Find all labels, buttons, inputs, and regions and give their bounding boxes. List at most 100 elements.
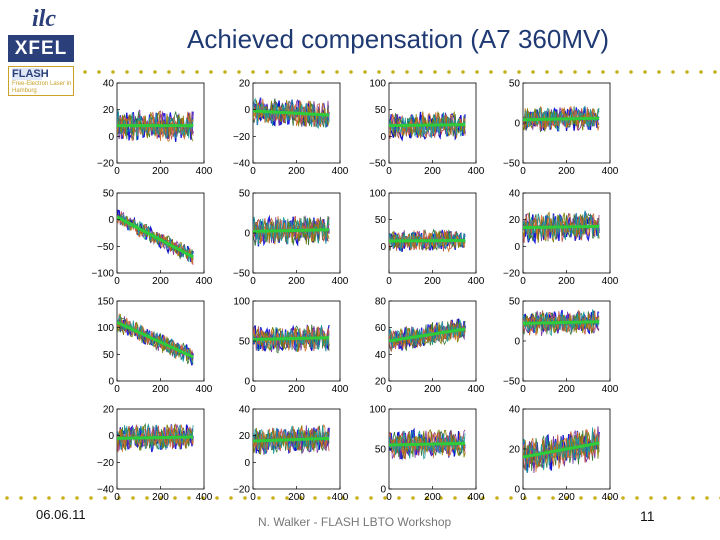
y-tick-label: 0 [108, 431, 114, 442]
x-tick-label: 0 [520, 384, 526, 395]
x-tick-label: 400 [332, 384, 349, 395]
fit-line [389, 441, 466, 447]
y-tick-label: 0 [108, 215, 114, 226]
trace-8 [253, 97, 330, 130]
y-tick-label: 50 [375, 215, 387, 226]
x-tick-label: 200 [152, 276, 169, 287]
x-tick-label: 0 [114, 276, 120, 287]
x-tick-label: 0 [250, 276, 256, 287]
trace-8 [117, 423, 194, 451]
x-tick-label: 200 [424, 166, 441, 177]
fit-line [253, 436, 330, 443]
fit-line [253, 336, 330, 341]
y-tick-label: 40 [509, 405, 521, 416]
x-tick-label: 400 [468, 492, 485, 503]
y-tick-label: −50 [369, 159, 386, 170]
y-tick-label: 0 [244, 229, 250, 240]
x-tick-label: 0 [520, 166, 526, 177]
x-tick-label: 0 [386, 384, 392, 395]
y-tick-label: 20 [239, 79, 251, 90]
trace-8 [117, 109, 194, 141]
x-tick-label: 200 [288, 384, 305, 395]
y-tick-label: −50 [233, 269, 250, 280]
x-tick-label: 400 [602, 492, 619, 503]
subplot-11: 20 40 60 80 0 200 400 [375, 297, 485, 396]
x-tick-label: 200 [558, 166, 575, 177]
trace-8 [523, 427, 600, 473]
x-tick-label: 0 [114, 166, 120, 177]
fit-line [117, 320, 194, 359]
x-tick-label: 200 [424, 384, 441, 395]
flash-logo-name: FLASH [12, 68, 49, 80]
fit-line [389, 327, 466, 343]
x-tick-label: 200 [152, 492, 169, 503]
fit-line [117, 215, 194, 259]
slide-title: Achieved compensation (A7 360MV) [186, 24, 609, 54]
y-tick-label: 40 [375, 350, 387, 361]
y-tick-label: −50 [97, 242, 114, 253]
y-tick-label: 0 [108, 132, 114, 143]
x-tick-label: 400 [602, 384, 619, 395]
y-tick-label: 20 [509, 215, 521, 226]
slide-footer: N. Walker - FLASH LBTO Workshop [258, 515, 452, 529]
slide-date: 06.06.11 [36, 507, 86, 522]
y-tick-label: 0 [514, 485, 520, 496]
y-tick-label: 20 [103, 105, 115, 116]
x-tick-label: 200 [152, 166, 169, 177]
x-tick-label: 200 [424, 492, 441, 503]
fit-line [253, 228, 330, 233]
x-tick-label: 400 [468, 276, 485, 287]
y-tick-label: 50 [103, 189, 115, 200]
x-tick-label: 0 [520, 276, 526, 287]
fit-line [523, 116, 600, 122]
y-tick-label: 100 [369, 405, 386, 416]
trace-6 [117, 111, 194, 142]
y-tick-label: 0 [380, 485, 386, 496]
y-tick-label: −20 [233, 132, 250, 143]
flash-logo: FLASH Free-Electron Laser in Hamburg [8, 66, 74, 96]
page-number: 11 [640, 508, 655, 524]
y-tick-label: −40 [233, 159, 250, 170]
x-tick-label: 400 [196, 384, 213, 395]
y-tick-label: −40 [97, 485, 114, 496]
y-tick-label: 50 [509, 79, 521, 90]
x-tick-label: 400 [332, 166, 349, 177]
x-tick-label: 0 [386, 276, 392, 287]
subplot-7: 0 50 100 0 200 400 [369, 189, 484, 288]
x-tick-label: 200 [558, 492, 575, 503]
y-tick-label: 50 [239, 189, 251, 200]
y-tick-label: −50 [503, 377, 520, 388]
subplot-15: 0 50 100 0 200 400 [369, 405, 484, 504]
y-tick-label: 100 [369, 189, 386, 200]
y-tick-label: 50 [509, 297, 521, 308]
y-tick-label: 20 [239, 431, 251, 442]
trace-8 [389, 429, 466, 460]
flash-logo-subtitle: Free-Electron Laser in Hamburg [12, 81, 72, 94]
fit-line [389, 238, 466, 243]
y-tick-label: 50 [239, 337, 251, 348]
x-tick-label: 400 [468, 166, 485, 177]
x-tick-label: 0 [520, 492, 526, 503]
y-tick-label: 0 [108, 377, 114, 388]
x-tick-label: 0 [114, 384, 120, 395]
ilc-logo: ilc [32, 6, 56, 32]
y-tick-label: 20 [509, 445, 521, 456]
trace-8 [117, 213, 194, 263]
y-tick-label: −20 [233, 485, 250, 496]
y-tick-label: −50 [503, 159, 520, 170]
y-tick-label: 0 [244, 458, 250, 469]
y-tick-label: −100 [91, 269, 114, 280]
trace-8 [253, 425, 330, 455]
x-tick-label: 0 [250, 384, 256, 395]
x-tick-label: 400 [332, 492, 349, 503]
x-tick-label: 400 [196, 492, 213, 503]
y-tick-label: 100 [369, 79, 386, 90]
y-tick-label: 100 [233, 297, 250, 308]
y-tick-label: 50 [375, 105, 387, 116]
